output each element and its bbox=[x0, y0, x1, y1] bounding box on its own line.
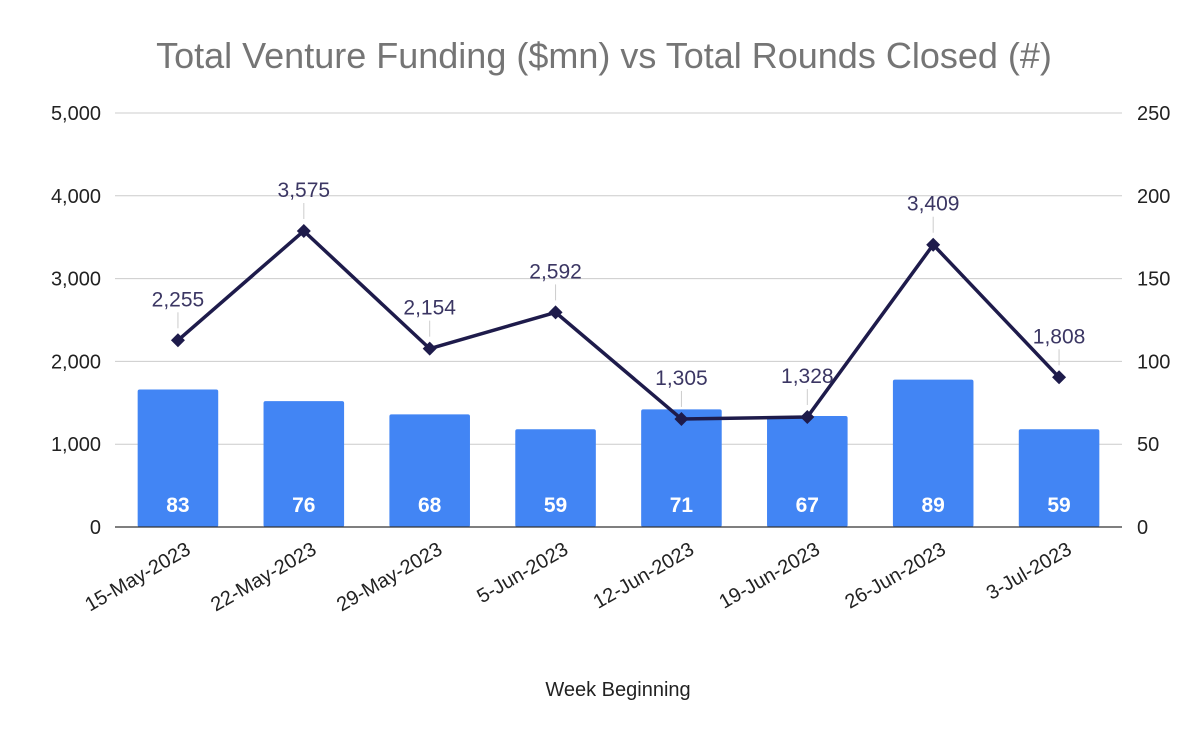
bar bbox=[892, 379, 974, 527]
line-point bbox=[296, 223, 311, 238]
bar bbox=[515, 429, 596, 527]
right-axis-tick: 250 bbox=[1137, 103, 1170, 125]
right-axis-tick: 50 bbox=[1137, 434, 1159, 456]
line-point bbox=[800, 410, 815, 425]
bar-data-label: 83 bbox=[166, 494, 189, 517]
bar-data-label: 89 bbox=[922, 494, 945, 517]
line-data-label: 3,575 bbox=[278, 179, 331, 202]
left-axis-tick: 5,000 bbox=[51, 103, 101, 125]
left-axis-tick: 1,000 bbox=[51, 434, 101, 456]
x-tick-label: 29-May-2023 bbox=[333, 538, 446, 616]
x-tick-label: 15-May-2023 bbox=[81, 538, 194, 616]
bar-data-label: 68 bbox=[418, 494, 442, 517]
x-tick-label: 26-Jun-2023 bbox=[841, 538, 949, 613]
x-tick-label: 12-Jun-2023 bbox=[590, 538, 698, 613]
line-data-label: 3,409 bbox=[907, 193, 960, 216]
x-axis-label: Week Beginning bbox=[545, 679, 690, 701]
bar-data-label: 76 bbox=[292, 494, 315, 517]
right-axis-ticks: 0 50 100 150 200 250 bbox=[1137, 103, 1170, 539]
x-tick-label: 19-Jun-2023 bbox=[716, 538, 824, 613]
line-point bbox=[1052, 370, 1067, 385]
right-axis-tick: 150 bbox=[1137, 269, 1170, 291]
x-tick-label: 5-Jun-2023 bbox=[473, 538, 572, 608]
bar bbox=[767, 416, 848, 527]
x-tick-label: 3-Jul-2023 bbox=[983, 538, 1076, 604]
line-data-label: 1,328 bbox=[781, 365, 834, 388]
right-axis-tick: 100 bbox=[1137, 351, 1170, 373]
line-point bbox=[548, 305, 563, 320]
line-point bbox=[674, 411, 689, 426]
left-axis-tick: 3,000 bbox=[51, 269, 101, 291]
bar-data-label: 71 bbox=[670, 494, 694, 517]
bar bbox=[263, 401, 345, 527]
right-axis-tick: 200 bbox=[1137, 186, 1170, 208]
left-axis-tick: 4,000 bbox=[51, 186, 101, 208]
bar-series: 83 76 68 59 71 67 89 59 bbox=[137, 379, 1100, 527]
left-axis-tick: 2,000 bbox=[51, 351, 101, 373]
line-data-label: 1,305 bbox=[655, 367, 708, 390]
left-axis-tick: 0 bbox=[90, 517, 101, 539]
line-data-label: 2,154 bbox=[403, 297, 456, 320]
line-data-label: 1,808 bbox=[1033, 325, 1086, 348]
bar-data-label: 59 bbox=[1047, 494, 1070, 517]
bar bbox=[389, 414, 470, 527]
x-axis-ticks: 15-May-2023 22-May-2023 29-May-2023 5-Jun-2… bbox=[81, 538, 1075, 616]
right-axis-tick: 0 bbox=[1137, 517, 1148, 539]
left-axis-ticks: 0 1,000 2,000 3,000 4,000 5,000 bbox=[51, 103, 101, 539]
line-point bbox=[422, 341, 437, 356]
bar-data-label: 59 bbox=[544, 494, 567, 517]
chart-title: Total Venture Funding ($mn) vs Total Rou… bbox=[156, 35, 1052, 76]
line-series: 2,255 3,575 2,154 2,592 1,305 1,328 3,409 1,808 bbox=[152, 179, 1086, 426]
line-data-label: 2,592 bbox=[529, 260, 582, 283]
bar bbox=[641, 409, 722, 527]
line-point bbox=[170, 333, 185, 348]
line-data-label: 2,255 bbox=[152, 288, 205, 311]
bar-data-label: 67 bbox=[796, 494, 819, 517]
x-tick-label: 22-May-2023 bbox=[207, 538, 320, 616]
line-point bbox=[926, 237, 941, 252]
bar bbox=[1018, 429, 1100, 527]
funding-line bbox=[176, 229, 1061, 421]
bar bbox=[137, 389, 219, 527]
